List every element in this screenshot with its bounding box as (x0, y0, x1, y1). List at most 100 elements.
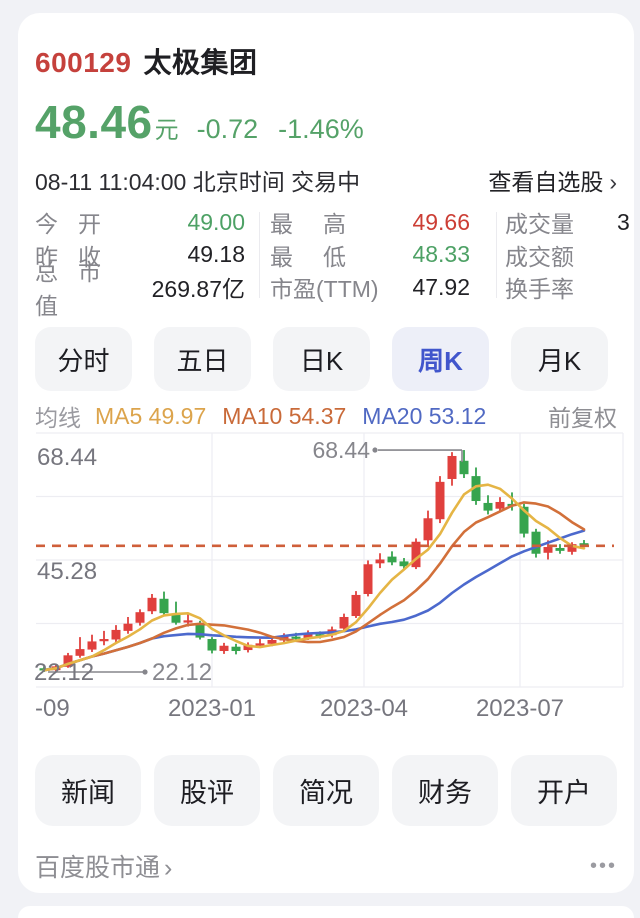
tab-minute[interactable]: 分时 (35, 327, 132, 391)
candle-body (63, 655, 73, 667)
stat-prev-close: 昨收 49.18 (35, 241, 245, 270)
x-axis-label: 2023-01 (168, 695, 256, 722)
y-axis-label: 22.12 (34, 659, 94, 686)
open-account-button[interactable]: 开户 (511, 755, 617, 826)
candle-body (135, 612, 145, 623)
price-unit: 元 (154, 117, 179, 144)
news-button[interactable]: 新闻 (35, 755, 141, 826)
candle-body (291, 636, 301, 639)
candle-body (267, 639, 277, 644)
chevron-right-icon: › (164, 854, 173, 882)
comments-button[interactable]: 股评 (154, 755, 260, 826)
tab-five-day[interactable]: 五日 (154, 327, 251, 391)
candle-body (231, 646, 241, 652)
stock-name: 太极集团 (143, 47, 258, 78)
stats-divider (496, 212, 497, 298)
stock-card: 600129 太极集团 48.46 元 -0.72 -1.46% 08-11 11… (18, 13, 634, 893)
weekly-candlestick-chart[interactable]: 68.44 22.12 68.44 45.28 22.12 -09 2023-01 2023-… (18, 428, 634, 728)
stat-high: 最高 49.66 (270, 208, 470, 238)
candle-body (99, 639, 109, 642)
candle-body (147, 597, 157, 612)
candle-body (555, 547, 565, 551)
stat-turnover-rate: 换手率 (505, 276, 574, 303)
low-annotation-dot (142, 669, 148, 675)
ma20-legend: MA20 53.12 (362, 402, 487, 429)
card-footer: 百度股市通 › ••• (35, 848, 617, 884)
candle-body (399, 561, 409, 567)
candle-body (435, 481, 445, 520)
stat-open: 今开 49.00 (35, 208, 245, 238)
x-axis-label: 2023-07 (476, 695, 564, 722)
stock-title: 600129 太极集团 (35, 41, 257, 81)
stat-volume: 成交量 3 (505, 206, 634, 239)
stat-pe-ttm: 市盈(TTM) 47.92 (270, 273, 470, 303)
candle-body (183, 620, 193, 623)
candle-body (159, 598, 169, 614)
stats-divider (259, 212, 260, 298)
ma5-line (42, 483, 586, 672)
view-watchlist-link[interactable]: 查看自选股 › (488, 169, 617, 195)
financials-button[interactable]: 财务 (392, 755, 498, 826)
stat-pe-value: 47.92 (412, 273, 470, 300)
tab-monthly-k[interactable]: 月K (511, 327, 608, 391)
stats-col-2: 最高 49.66 最低 48.33 市盈(TTM) 47.92 (270, 206, 475, 304)
candle-body (459, 460, 469, 475)
stat-prev-close-value: 49.18 (187, 241, 245, 268)
stat-low-value: 48.33 (412, 241, 470, 268)
stats-col-3: 成交量 3 成交额 换手率 (505, 206, 634, 304)
time-row: 08-11 11:04:00 北京时间 交易中 查看自选股 › (35, 163, 617, 197)
candle-body (171, 614, 181, 623)
candle-body (363, 564, 373, 594)
ma-legend: 均线 MA5 49.97 MA10 54.37 MA20 53.12 前复权 (35, 399, 617, 433)
candle-body (411, 541, 421, 568)
more-options-icon[interactable]: ••• (589, 854, 617, 877)
price-row: 48.46 元 -0.72 -1.46% (35, 95, 364, 149)
stock-code: 600129 (35, 47, 132, 78)
stats-col-1: 今开 49.00 昨收 49.18 总市值 269.87亿 (35, 206, 245, 320)
stat-turnover: 成交额 (505, 243, 574, 270)
candle-body (387, 556, 397, 563)
candle-body (243, 644, 253, 651)
stat-low: 最低 48.33 (270, 241, 470, 270)
candle-body (123, 623, 133, 631)
stat-market-cap-value: 269.87亿 (151, 276, 245, 303)
candle-body (519, 506, 529, 534)
candle-body (423, 518, 433, 541)
candle-body (195, 623, 205, 638)
tab-daily-k[interactable]: 日K (273, 327, 370, 391)
candle-body (351, 594, 361, 617)
ma20-line (42, 529, 586, 672)
profile-button[interactable]: 简况 (273, 755, 379, 826)
y-axis-label: 68.44 (37, 444, 97, 471)
quote-timestamp: 08-11 11:04:00 北京时间 交易中 (35, 169, 361, 195)
low-annotation-label: 22.12 (152, 659, 212, 686)
candle-body (303, 633, 313, 639)
candle-body (495, 501, 505, 509)
stat-market-cap: 总市值 269.87亿 (35, 259, 245, 320)
high-annotation-dot (372, 447, 378, 453)
x-axis-label: 2023-04 (320, 695, 408, 722)
price-change-percent: -1.46% (278, 114, 364, 144)
tab-weekly-k[interactable]: 周K (392, 327, 489, 391)
candle-body (543, 547, 553, 553)
candle-body (255, 643, 265, 646)
candle-body (111, 629, 121, 640)
ma10-legend: MA10 54.37 (222, 402, 347, 429)
chevron-right-icon: › (609, 169, 617, 195)
price-change: -0.72 (196, 114, 259, 144)
baidu-stocks-link[interactable]: 百度股市通 › (35, 854, 173, 882)
adjust-mode-label[interactable]: 前复权 (548, 405, 617, 431)
candle-body (75, 649, 85, 656)
high-annotation-label: 68.44 (312, 437, 370, 463)
candle-body (315, 634, 325, 637)
candle-body (471, 476, 481, 502)
candle-body (531, 531, 541, 554)
action-buttons: 新闻 股评 简况 财务 开户 (35, 755, 617, 826)
ma-legend-title: 均线 (35, 405, 81, 431)
stat-volume-value: 3 (617, 208, 630, 235)
current-price: 48.46 (35, 96, 153, 148)
quote-stats: 今开 49.00 昨收 49.18 总市值 269.87亿 最高 49.66 最… (18, 206, 634, 320)
ma5-legend: MA5 49.97 (95, 402, 207, 429)
candle-body (87, 641, 97, 650)
stat-open-value: 49.00 (187, 208, 245, 235)
